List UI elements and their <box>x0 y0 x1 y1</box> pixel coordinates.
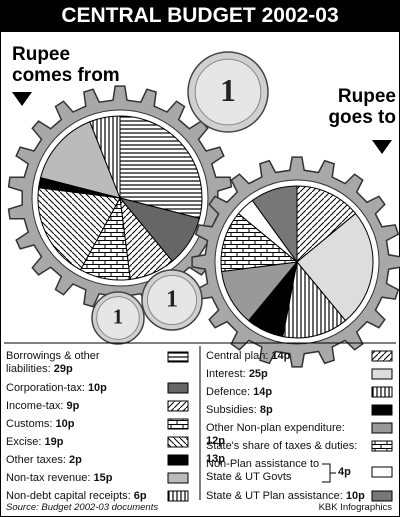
value-label: 25p <box>248 368 268 380</box>
legend-label: Excise: <box>6 436 42 448</box>
legend-entry: Subsidies: 8p <box>206 404 366 417</box>
pie-title: Rupee comes from <box>12 44 120 86</box>
legend-label: State's share of taxes & duties: <box>206 440 358 452</box>
legend-entry: Income-tax: 9p <box>6 400 156 413</box>
legend-swatch <box>167 490 189 502</box>
pie-slice <box>296 212 374 322</box>
value-label: 12p <box>206 435 225 447</box>
value-label: 19p <box>44 436 64 448</box>
legend-swatch <box>167 454 189 466</box>
legend-label: Defence: <box>206 386 251 398</box>
pie-slice <box>220 212 299 273</box>
legend-entry: Customs: 10p <box>6 418 156 431</box>
value-label: 13p <box>206 453 225 465</box>
coin-inner <box>146 274 198 326</box>
legend-label: Other Non-plan expenditure: <box>206 422 345 434</box>
pie-title: Rupee goes to <box>328 86 396 128</box>
legend-entry: State's share of taxes & duties: 13p <box>206 440 366 466</box>
value-label: 9p <box>66 400 80 412</box>
legend-label: Customs: <box>6 418 53 430</box>
value-label: 29p <box>53 363 73 375</box>
legend-label: Interest: <box>206 368 246 380</box>
legend-entry: Corporation-tax: 10p <box>6 382 156 395</box>
legend-swatch <box>371 440 393 452</box>
legend-label: Central plan: <box>206 350 269 362</box>
legend-entry: Other taxes: 2p <box>6 454 156 467</box>
legend-label: Borrowings & other liabilities: <box>6 350 100 375</box>
legend-swatch <box>371 350 393 362</box>
legend-entry: Non-tax revenue: 15p <box>6 472 156 485</box>
pie-slice <box>37 187 121 271</box>
value-label: 14p <box>253 386 273 398</box>
value-label: 4p <box>338 466 351 478</box>
value-label: 14p <box>271 350 291 362</box>
coin-label: 1 <box>113 306 123 329</box>
pie-slice <box>89 115 121 199</box>
coin-label: 1 <box>166 287 178 313</box>
pie-slice <box>119 115 203 219</box>
pie-slice <box>39 121 121 199</box>
arrow <box>372 140 392 154</box>
pie-slice <box>282 260 347 339</box>
legend-swatch <box>371 404 393 416</box>
legend-swatch <box>167 472 189 484</box>
legend-entry: Defence: 14p <box>206 386 366 399</box>
legend-label: Subsidies: <box>206 404 257 416</box>
value-label: 8p <box>259 404 273 416</box>
legend-label: Non-debt capital receipts: <box>6 490 131 502</box>
value-label: 10p <box>87 382 107 394</box>
legend-entry: Interest: 25p <box>206 368 366 381</box>
bracket <box>322 463 336 483</box>
legend-entry: State & UT Plan assistance: 10p <box>206 490 366 503</box>
legend-entry: Non-debt capital receipts: 6p <box>6 490 156 503</box>
value-label: 15p <box>93 472 113 484</box>
legend-entry: Excise: 19p <box>6 436 156 449</box>
legend-label: Corporation-tax: <box>6 382 85 394</box>
legend-label: State & UT Plan assistance: <box>206 490 343 502</box>
legend-entry: Other Non-plan expenditure: 12p <box>206 422 366 448</box>
value-label: 2p <box>68 454 82 466</box>
legend-swatch <box>371 490 393 502</box>
legend-swatch <box>371 386 393 398</box>
legend-swatch <box>167 382 189 394</box>
legend-swatch <box>371 422 393 434</box>
legend-swatch <box>167 436 189 448</box>
coin-inner <box>194 58 262 126</box>
source: Source: Budget 2002-03 documents <box>6 502 159 513</box>
title-bar <box>0 0 400 32</box>
legend-swatch <box>167 400 189 412</box>
coin-label: 1 <box>220 72 236 108</box>
legend-label: Income-tax: <box>6 400 64 412</box>
legend-swatch <box>371 368 393 380</box>
credit: KBK Infographics <box>318 502 392 513</box>
legend-entry: Borrowings & other liabilities: 29p <box>6 350 116 376</box>
legend-swatch <box>371 466 393 478</box>
legend-swatch <box>167 351 189 363</box>
legend-label: Non-Plan assistance to State & UT Govts <box>206 458 320 483</box>
coin-inner <box>96 296 140 340</box>
arrow <box>12 92 32 106</box>
value-label: 10p <box>345 490 365 502</box>
legend-entry: Non-Plan assistance to State & UT Govts <box>206 458 326 484</box>
legend-entry: Central plan: 14p <box>206 350 366 363</box>
pie-slice <box>251 185 298 264</box>
page-title: CENTRAL BUDGET 2002-03 <box>61 4 339 27</box>
value-label: 10p <box>55 418 75 430</box>
legend-label: Other taxes: <box>6 454 66 466</box>
pie-slice <box>296 185 357 264</box>
legend-swatch <box>167 418 189 430</box>
value-label: 6p <box>133 490 147 502</box>
legend-label: Non-tax revenue: <box>6 472 91 484</box>
